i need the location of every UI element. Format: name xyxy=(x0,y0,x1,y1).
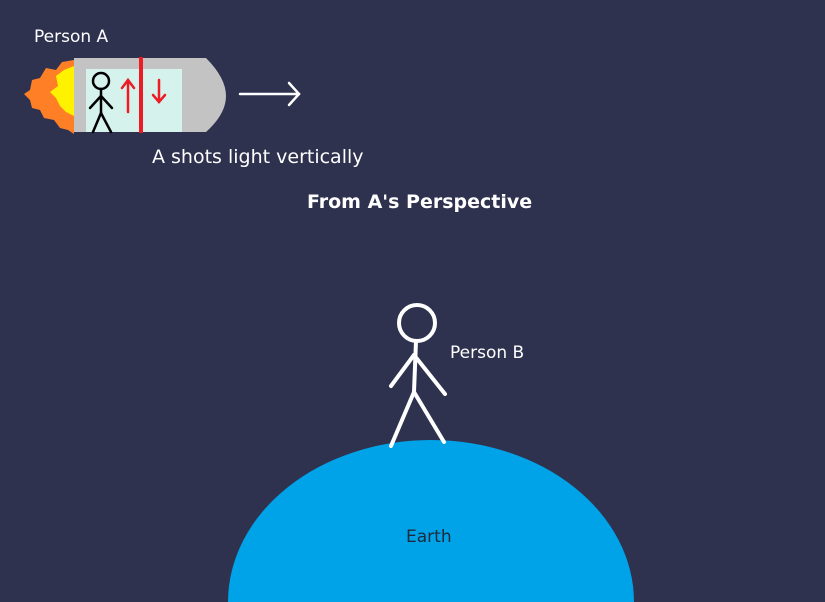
down-arrow-icon xyxy=(151,78,167,104)
caption-text: A shots light vertically xyxy=(152,146,364,168)
rocket xyxy=(24,57,226,134)
earth-shape xyxy=(228,440,634,602)
person-b-figure xyxy=(389,303,447,448)
person-b-label: Person B xyxy=(450,343,525,363)
earth-label: Earth xyxy=(406,527,452,547)
rocket-flame-inner xyxy=(50,66,74,116)
person-a-label: Person A xyxy=(34,27,109,47)
up-arrow-icon xyxy=(120,77,136,114)
light-beam xyxy=(139,57,143,133)
right-arrow-icon xyxy=(238,81,301,107)
person-a-figure xyxy=(88,71,114,134)
diagram-title: From A's Perspective xyxy=(307,191,533,213)
